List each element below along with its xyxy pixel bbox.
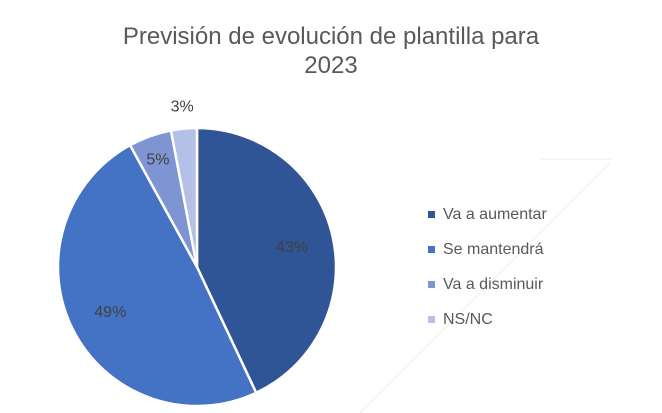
legend-swatch-se-mantendra [428,246,435,253]
chart-title: Previsión de evolución de plantilla para… [0,22,662,80]
chart-title-line-1: Previsión de evolución de plantilla para [122,23,540,50]
legend-swatch-va-a-aumentar [428,211,435,218]
decorative-diagonal-line [359,162,611,413]
pie-slice-se-mantendra [56,143,258,408]
data-label-va-a-aumentar: 43% [276,239,308,256]
legend-swatch-ns-nc [428,316,435,323]
legend-swatch-va-a-disminuir [428,281,435,288]
data-label-va-a-disminuir: 5% [146,152,169,169]
pie-slice-ns-nc [169,126,199,269]
chart-title-line-2: 2023 [304,52,358,79]
data-label-ns-nc: 3% [171,99,194,116]
legend: Va a aumentar Se mantendrá Va a disminuir N… [428,206,547,328]
pie-data-labels: 43% 49% 5% 3% [94,99,308,322]
legend-label-se-mantendra: Se mantendrá [443,241,544,258]
legend-label-va-a-disminuir: Va a disminuir [443,276,544,293]
data-label-se-mantendra: 49% [94,304,126,321]
legend-label-va-a-aumentar: Va a aumentar [443,206,547,223]
pie-slices [56,126,338,408]
legend-label-ns-nc: NS/NC [443,311,493,328]
pie-slice-va-a-aumentar [195,126,338,395]
